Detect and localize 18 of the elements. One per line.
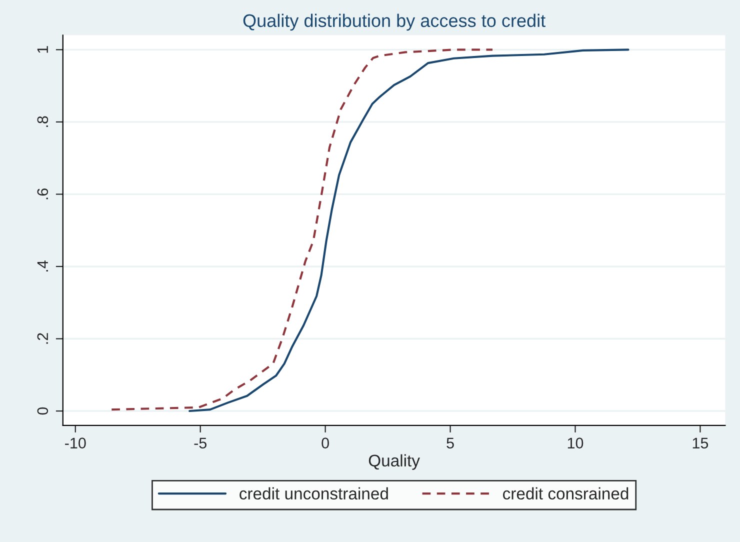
y-tick-label: .6 — [37, 188, 48, 200]
line-series — [110, 48, 494, 411]
x-tick-label: 0 — [322, 438, 329, 448]
x-axis-title: Quality — [368, 454, 420, 470]
x-tick-label: 10 — [568, 438, 584, 448]
x-tick-label: 15 — [692, 438, 708, 448]
y-tick-label: 1 — [37, 46, 48, 53]
y-tick-label: 0 — [37, 407, 48, 415]
x-tick-label: 5 — [446, 438, 454, 448]
line-series — [188, 48, 630, 412]
y-tick-label: .2 — [37, 333, 48, 344]
legend-label: credit unconstrained — [240, 487, 388, 500]
x-tick-label: -5 — [194, 438, 207, 448]
y-tick-label: .4 — [37, 260, 48, 272]
y-tick-label: .8 — [37, 116, 48, 127]
x-tick-label: -10 — [65, 438, 86, 448]
chart-title: Quality distribution by access to credit — [243, 14, 546, 31]
legend-label: credit consrained — [503, 487, 628, 500]
